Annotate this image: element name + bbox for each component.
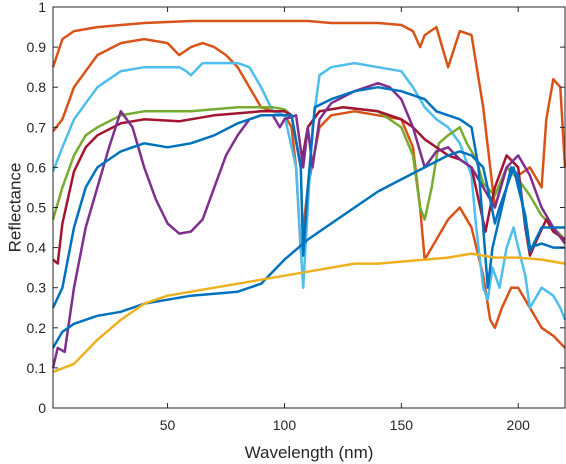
x-axis-label: Wavelength (nm) bbox=[245, 443, 374, 462]
series-line-3 bbox=[51, 61, 566, 321]
y-tick-label: 0.5 bbox=[27, 200, 47, 216]
x-tick-label: 50 bbox=[160, 417, 176, 433]
series-layer bbox=[51, 19, 566, 374]
y-tick-label: 0.6 bbox=[27, 159, 47, 175]
y-axis-label: Reflectance bbox=[5, 163, 24, 253]
y-tick-label: 0.1 bbox=[27, 360, 47, 376]
x-tick-label: 100 bbox=[273, 417, 297, 433]
x-tick-label: 150 bbox=[390, 417, 414, 433]
series-line-5 bbox=[52, 106, 566, 265]
y-tick-label: 0.7 bbox=[27, 119, 47, 135]
series-line-8 bbox=[51, 150, 565, 349]
y-tick-label: 0 bbox=[38, 400, 46, 416]
y-axis: 0 0.1 0.2 0.3 0.4 0.5 0.6 0.7 0.8 0.9 1 bbox=[27, 0, 565, 416]
x-tick-label: 200 bbox=[507, 417, 531, 433]
x-axis: 50 100 150 200 bbox=[160, 7, 530, 433]
series-line-9 bbox=[52, 252, 566, 374]
y-tick-label: 1 bbox=[38, 0, 46, 15]
y-tick-label: 0.9 bbox=[27, 39, 47, 55]
y-tick-label: 0.2 bbox=[27, 320, 47, 336]
series-line-6 bbox=[51, 81, 566, 369]
series-line-1 bbox=[51, 19, 566, 209]
series-line-4 bbox=[51, 106, 566, 241]
y-tick-label: 0.4 bbox=[27, 240, 47, 256]
y-tick-label: 0.8 bbox=[27, 79, 47, 95]
y-tick-label: 0.3 bbox=[27, 280, 47, 296]
